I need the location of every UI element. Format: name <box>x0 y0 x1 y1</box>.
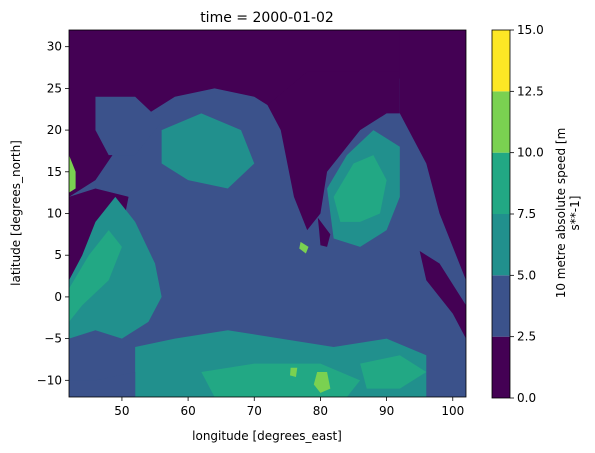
contour-region-southern-jet-peak-1 <box>313 371 331 393</box>
colorbar-tick-label: 5.0 <box>517 268 536 282</box>
colorbar-tick-label: 0.0 <box>517 391 536 405</box>
colorbar-segment <box>492 336 510 398</box>
y-tick-label: −5 <box>44 332 62 346</box>
contour-region-arabia-coastal-band <box>95 96 162 156</box>
contour-region-sri-lanka <box>317 217 331 247</box>
colorbar-label-line2: s**-1] <box>568 196 582 231</box>
colorbar-ticks: 0.0 2.5 5.0 7.5 10.0 12.5 15.0 <box>510 23 544 405</box>
contour-region-southern-jet-peak-2 <box>289 367 298 377</box>
x-tick-label: 50 <box>114 404 129 418</box>
colorbar-tick-label: 15.0 <box>517 23 544 37</box>
colorbar-tick-label: 10.0 <box>517 146 544 160</box>
colorbar-tick-label: 2.5 <box>517 330 536 344</box>
contour-region-sri-lanka-peak <box>299 241 309 254</box>
colorbar-tick-label: 12.5 <box>517 84 544 98</box>
x-axis-label: longitude [degrees_east] <box>192 429 342 443</box>
y-tick-label: 15 <box>47 165 62 179</box>
colorbar-segment <box>492 30 510 92</box>
contour-region-southeast-asia-land <box>399 30 466 281</box>
colorbar-label-line1: 10 metre absolute speed [m <box>554 128 568 299</box>
contour-region-india-land <box>267 71 400 231</box>
colorbar-segment <box>492 91 510 153</box>
y-axis-label: latitude [degrees_north] <box>9 140 23 286</box>
y-tick-label: 5 <box>54 248 62 262</box>
y-tick-label: 30 <box>47 40 62 54</box>
contour-region-ne-africa-peak <box>69 155 76 193</box>
contour-region-bay-of-bengal-core <box>333 155 387 222</box>
colorbar <box>491 29 511 399</box>
contour-region-somali-jet-core <box>69 230 122 322</box>
colorbar-segment <box>492 214 510 276</box>
x-tick-label: 100 <box>441 404 464 418</box>
y-axis: 30 25 20 15 10 5 0 −5 −10 <box>37 40 69 387</box>
x-tick-label: 90 <box>379 404 394 418</box>
contour-region-arabian-sea-mid <box>161 113 255 189</box>
y-tick-label: 25 <box>47 81 62 95</box>
contour-region-southern-jet-core-b <box>360 355 427 389</box>
y-tick-label: −10 <box>37 373 62 387</box>
plot-area <box>69 30 466 397</box>
colorbar-segment <box>492 152 510 214</box>
colorbar-tick-label: 7.5 <box>517 207 536 221</box>
chart-title: time = 2000-01-02 <box>200 10 334 26</box>
contour-region-sumatra <box>419 251 466 339</box>
contour-region-southern-land-edge <box>69 371 136 397</box>
colorbar-segment <box>492 275 510 337</box>
y-tick-label: 0 <box>54 290 62 304</box>
x-tick-label: 70 <box>247 404 262 418</box>
x-tick-label: 80 <box>313 404 328 418</box>
y-tick-label: 10 <box>47 207 62 221</box>
y-tick-label: 20 <box>47 123 62 137</box>
contour-region-somali-jet <box>69 196 162 339</box>
x-tick-label: 60 <box>180 404 195 418</box>
x-axis: 50 60 70 80 90 100 <box>114 397 464 418</box>
